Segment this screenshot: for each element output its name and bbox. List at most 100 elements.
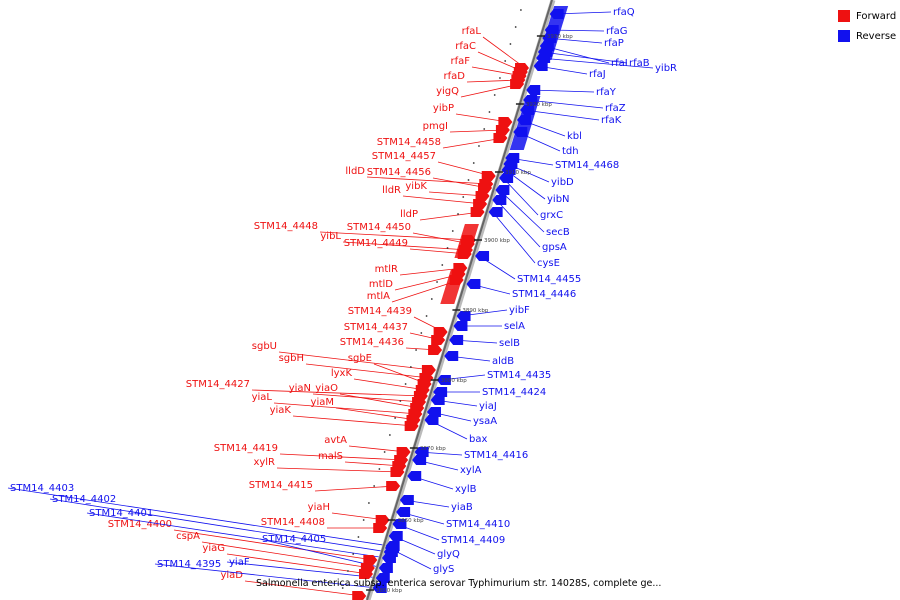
forward-feature-arrow bbox=[498, 117, 513, 127]
forward-leader-line bbox=[276, 467, 401, 473]
minor-tick bbox=[441, 264, 444, 266]
minor-tick bbox=[409, 366, 412, 368]
tick-label: 3930 kbp bbox=[547, 34, 573, 40]
forward-gene-label: yibK bbox=[405, 181, 427, 192]
reverse-leader-line bbox=[499, 189, 545, 233]
reverse-feature-arrow bbox=[492, 195, 507, 205]
minor-tick bbox=[415, 349, 417, 351]
reverse-feature-arrow bbox=[495, 185, 510, 195]
minor-tick bbox=[399, 400, 402, 402]
reverse-gene-label: yibN bbox=[547, 194, 570, 205]
reverse-features bbox=[372, 6, 569, 593]
reverse-gene-label: rfaK bbox=[601, 115, 622, 126]
forward-gene-label: yibP bbox=[433, 103, 454, 114]
reverse-gene-label: xylA bbox=[460, 465, 482, 476]
tick-label: 3880 kbp bbox=[441, 378, 467, 384]
forward-gene-labels: rfaL rfaC rfaF rfaD yigQ yibP pmgI STM14_4458 ST… bbox=[108, 26, 482, 581]
forward-feature-arrow bbox=[475, 191, 490, 201]
reverse-gene-label: STM14_4403 bbox=[10, 483, 74, 494]
reverse-gene-label: yibD bbox=[551, 177, 574, 188]
minor-tick bbox=[404, 383, 407, 385]
minor-tick bbox=[451, 230, 454, 232]
reverse-leader-line bbox=[541, 51, 628, 64]
reverse-gene-label: bax bbox=[469, 434, 487, 445]
reverse-gene-label: STM14_4409 bbox=[441, 535, 505, 546]
reverse-leader-line bbox=[527, 99, 604, 109]
forward-feature-block bbox=[454, 224, 479, 258]
forward-gene-label: yiaL bbox=[252, 392, 273, 403]
forward-swatch bbox=[838, 10, 850, 22]
minor-tick bbox=[420, 332, 423, 334]
forward-leader-line bbox=[226, 553, 370, 575]
forward-leader-line bbox=[312, 393, 423, 403]
forward-feature-arrow bbox=[495, 125, 510, 135]
reverse-leader-line bbox=[226, 561, 380, 579]
minor-tick bbox=[483, 128, 486, 130]
tick-label: 3910 kbp bbox=[505, 170, 531, 176]
minor-tick bbox=[383, 451, 386, 453]
forward-feature-arrow bbox=[510, 79, 525, 89]
minor-tick bbox=[430, 298, 433, 300]
forward-feature-arrow bbox=[352, 591, 367, 600]
reverse-gene-label: rfaJ bbox=[589, 69, 606, 80]
reverse-feature-block bbox=[537, 6, 569, 60]
reverse-leader-line bbox=[530, 89, 595, 93]
reverse-gene-label: yibF bbox=[509, 305, 530, 316]
minor-tick bbox=[504, 60, 507, 62]
minor-tick bbox=[378, 468, 381, 470]
forward-gene-label: STM14_4449 bbox=[344, 238, 408, 249]
forward-gene-label: STM14_4450 bbox=[347, 222, 411, 233]
reverse-gene-label: rfaP bbox=[604, 38, 624, 49]
forward-leader-line bbox=[402, 195, 484, 205]
tick-label: 3890 kbp bbox=[462, 308, 488, 314]
minor-tick bbox=[467, 179, 470, 181]
minor-tick bbox=[509, 43, 512, 45]
reverse-feature-block bbox=[509, 96, 541, 150]
reverse-leader-line bbox=[154, 563, 377, 589]
reverse-gene-label: STM14_4395 bbox=[157, 559, 221, 570]
reverse-gene-label: STM14_4410 bbox=[446, 519, 510, 530]
forward-leader-line bbox=[482, 36, 526, 69]
reverse-gene-label: rfaY bbox=[596, 87, 617, 98]
legend-reverse: Reverse bbox=[838, 28, 896, 44]
forward-gene-label: STM14_4419 bbox=[214, 443, 278, 454]
forward-leader-line bbox=[173, 529, 374, 561]
forward-feature-arrow bbox=[481, 171, 496, 181]
reverse-feature-arrow bbox=[501, 165, 516, 175]
reverse-feature-arrow bbox=[396, 507, 411, 517]
forward-leader-line bbox=[278, 351, 432, 371]
minor-tick bbox=[357, 536, 360, 538]
forward-leader-line bbox=[335, 407, 417, 421]
minor-tick bbox=[462, 196, 465, 198]
minor-tick bbox=[388, 434, 391, 436]
tick-label: 3860 kbp bbox=[398, 518, 424, 524]
forward-gene-label: rfaC bbox=[455, 41, 476, 52]
legend-forward: Forward bbox=[838, 8, 896, 24]
minor-tick bbox=[394, 417, 397, 419]
forward-feature-arrow bbox=[404, 421, 419, 431]
forward-gene-label: STM14_4427 bbox=[186, 379, 250, 390]
forward-gene-label: yiaM bbox=[311, 397, 334, 408]
reverse-feature-arrow bbox=[388, 531, 403, 541]
forward-leader-line bbox=[292, 415, 415, 427]
forward-gene-label: yiaD bbox=[220, 570, 243, 581]
tick-label: 3920 kbp bbox=[526, 102, 552, 108]
minor-tick bbox=[457, 213, 459, 215]
forward-gene-label: rfaD bbox=[444, 71, 466, 82]
reverse-gene-label: STM14_4405 bbox=[262, 534, 326, 545]
reverse-feature-arrow bbox=[378, 563, 393, 573]
tick-label: 3850 kbp bbox=[376, 588, 402, 594]
reverse-feature-arrow bbox=[488, 207, 503, 217]
minor-tick bbox=[514, 26, 517, 28]
forward-gene-label: xylR bbox=[253, 457, 275, 468]
forward-gene-label: STM14_4436 bbox=[340, 337, 404, 348]
minor-tick bbox=[493, 94, 496, 96]
forward-leader-line bbox=[353, 378, 426, 391]
forward-feature-arrow bbox=[473, 199, 488, 209]
forward-feature-arrow bbox=[373, 523, 388, 533]
reverse-leader-line bbox=[7, 487, 390, 547]
forward-gene-label: STM14_4415 bbox=[249, 480, 313, 491]
minor-tick bbox=[520, 9, 522, 11]
reverse-feature-arrow bbox=[449, 335, 464, 345]
reverse-gene-label: STM14_4468 bbox=[555, 160, 619, 171]
